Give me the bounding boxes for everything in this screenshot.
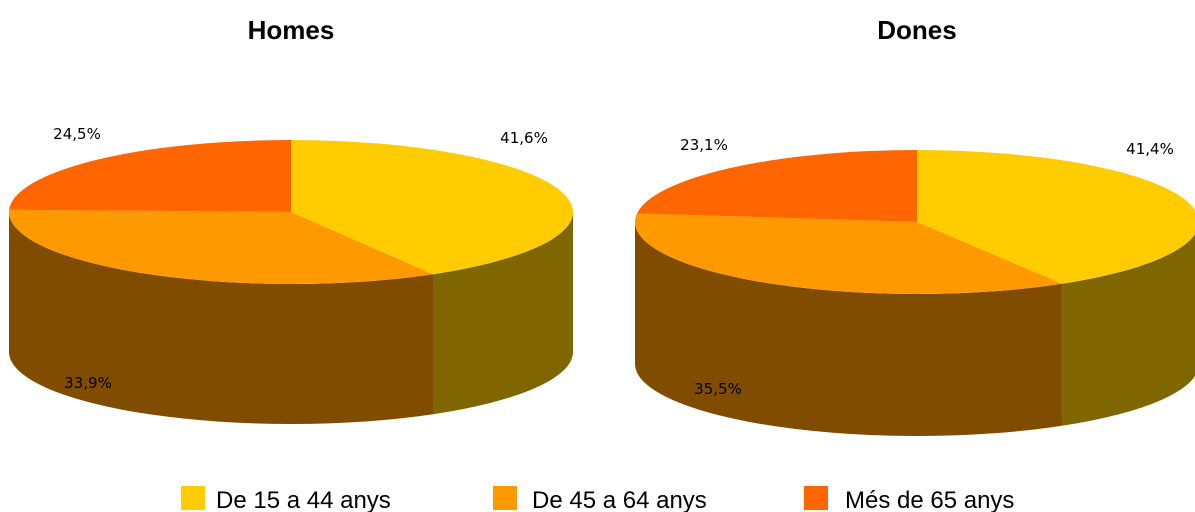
pie-side-homes-45-64 bbox=[9, 212, 434, 424]
legend-swatch-15-44 bbox=[181, 486, 205, 510]
chart-title-homes: Homes bbox=[248, 15, 335, 45]
pie-slice-dones-65 bbox=[637, 150, 917, 222]
pie-slice-homes-15-44 bbox=[291, 140, 573, 275]
data-label-dones-65: 23,1% bbox=[680, 136, 728, 154]
legend-swatch-45-64 bbox=[493, 486, 517, 510]
chart-title-dones: Dones bbox=[877, 15, 956, 45]
legend-swatch-65 bbox=[804, 486, 828, 510]
data-label-dones-15-44: 41,4% bbox=[1126, 140, 1174, 158]
legend: De 15 a 44 anys De 45 a 64 anys Més de 6… bbox=[181, 486, 1014, 512]
legend-label-65: Més de 65 anys bbox=[845, 487, 1014, 512]
data-label-homes-45-64: 33,9% bbox=[64, 374, 112, 392]
data-label-dones-45-64: 35,5% bbox=[694, 380, 742, 398]
pie-slice-dones-45-64 bbox=[635, 213, 1063, 294]
pie-layer bbox=[9, 140, 1195, 436]
pie-slice-dones-15-44 bbox=[917, 150, 1195, 284]
pie-homes bbox=[9, 140, 573, 424]
pie-side-dones-45-64 bbox=[635, 222, 1063, 436]
legend-label-15-44: De 15 a 44 anys bbox=[216, 487, 391, 512]
data-label-homes-65: 24,5% bbox=[53, 125, 101, 143]
data-label-homes-15-44: 41,6% bbox=[500, 129, 548, 147]
pie-slice-homes-65 bbox=[9, 140, 291, 212]
pie-dones bbox=[635, 150, 1195, 436]
legend-label-45-64: De 45 a 64 anys bbox=[532, 487, 707, 512]
pie-side-homes-15-44 bbox=[433, 212, 573, 415]
pie-slice-homes-45-64 bbox=[9, 209, 434, 284]
pie-side-dones-15-44 bbox=[1062, 233, 1195, 426]
